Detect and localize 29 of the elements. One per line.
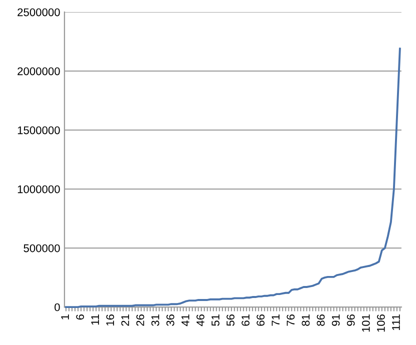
x-tick-label: 21 (121, 314, 130, 326)
x-tick-label: 6 (76, 314, 84, 320)
x-tick-label: 1 (61, 314, 69, 320)
x-tick-label: 76 (286, 314, 295, 326)
x-tick-label: 46 (196, 314, 204, 326)
x-tick-label: 51 (212, 314, 220, 326)
x-tick-label: 101 (362, 314, 370, 332)
y-tick-label: 0 (54, 303, 60, 312)
x-tick-label: 31 (151, 314, 160, 326)
x-tick-label: 96 (346, 314, 355, 326)
x-tick-label: 91 (332, 314, 340, 326)
x-tick-label: 11 (91, 314, 99, 325)
x-tick-label: 36 (166, 314, 174, 326)
y-tick-label: 2000000 (18, 67, 60, 76)
y-tick-label: 2500000 (18, 8, 60, 16)
y-tick-label: 1500000 (18, 126, 60, 134)
x-tick-label: 56 (226, 314, 234, 326)
x-tick-label: 16 (106, 314, 114, 326)
x-tick-label: 81 (302, 314, 310, 326)
x-tick-label: 41 (182, 314, 190, 326)
x-tick-label: 71 (272, 314, 280, 326)
x-tick-label: 106 (377, 314, 385, 332)
x-tick-label: 111 (392, 314, 400, 330)
x-tick-label: 86 (316, 314, 325, 326)
x-tick-label: 61 (242, 314, 250, 326)
x-tick-label: 66 (256, 314, 265, 326)
y-tick-label: 1000000 (18, 185, 60, 194)
x-tick-label: 26 (136, 314, 144, 326)
y-tick-label: 500000 (24, 244, 60, 252)
